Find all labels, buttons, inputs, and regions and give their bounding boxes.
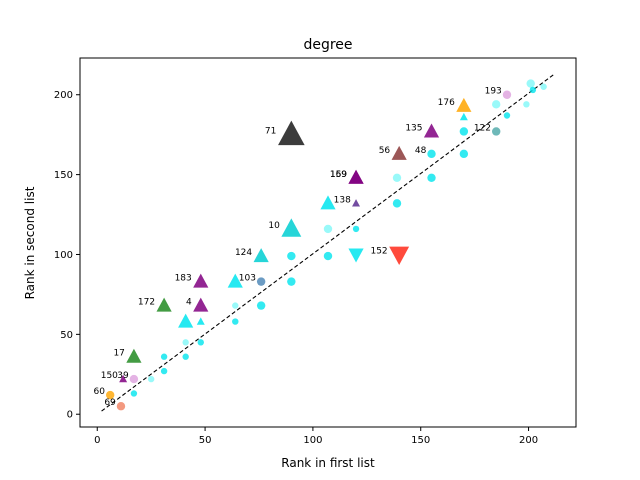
data-point-44 — [392, 173, 402, 183]
data-point-25 — [178, 313, 194, 328]
data-point-60 — [105, 390, 115, 400]
data-point-24 — [227, 273, 243, 288]
point-label-10: 10 — [268, 221, 280, 231]
data-point-172 — [156, 297, 172, 312]
data-point-138 — [352, 199, 361, 207]
data-point-10 — [281, 218, 302, 237]
data-point-26 — [196, 317, 205, 325]
data-point-50 — [523, 101, 530, 108]
y-tick-label: 100 — [54, 250, 73, 261]
diagonal-reference-line — [101, 73, 555, 412]
x-tick-label: 150 — [411, 435, 430, 446]
data-point-52 — [540, 83, 547, 90]
point-label-17: 17 — [113, 349, 124, 359]
point-label-138: 138 — [334, 195, 351, 205]
point-label-159: 159 — [330, 170, 347, 180]
point-label-193: 193 — [485, 87, 502, 97]
x-axis: 0 50 100 150 200 — [94, 427, 538, 446]
point-label-172: 172 — [138, 298, 155, 308]
data-point-34 — [232, 302, 239, 309]
y-tick-label: 50 — [60, 330, 73, 341]
data-point-48 — [427, 149, 436, 159]
data-point-22 — [348, 248, 364, 263]
x-tick-label: 0 — [94, 435, 100, 446]
data-point-183 — [193, 273, 209, 288]
data-point-29 — [323, 251, 333, 261]
data-point-40 — [147, 375, 155, 383]
data-point-4 — [193, 297, 209, 312]
point-label-48: 48 — [415, 146, 427, 156]
x-tick-label: 200 — [519, 435, 538, 446]
point-label-103: 103 — [239, 274, 256, 284]
data-point-36 — [182, 353, 189, 360]
y-axis: 0 50 100 150 200 — [54, 90, 80, 421]
chart-title: degree — [303, 37, 352, 53]
data-point-49 — [503, 112, 511, 119]
data-point-124 — [253, 248, 269, 263]
data-point-135 — [423, 123, 440, 138]
data-point-38 — [160, 353, 168, 360]
point-label-183: 183 — [175, 274, 192, 284]
data-point-41 — [130, 390, 138, 397]
y-tick-label: 150 — [54, 170, 73, 181]
point-label-169: 169 — [330, 170, 347, 180]
point-label-135: 135 — [405, 123, 422, 133]
plot-frame — [79, 57, 577, 428]
data-point-71 — [278, 120, 305, 146]
point-label-39: 39 — [117, 371, 129, 381]
data-point-46 — [459, 149, 469, 159]
data-point-193 — [502, 90, 512, 99]
data-point-150 — [119, 374, 128, 383]
x-axis-label: Rank in first list — [281, 456, 375, 470]
data-point-47 — [459, 127, 469, 136]
data-point-51 — [526, 79, 535, 88]
point-label-4: 4 — [186, 298, 192, 308]
point-label-150: 150 — [101, 371, 118, 381]
data-point-69 — [116, 402, 126, 411]
data-point-152 — [389, 246, 410, 265]
y-tick-label: 200 — [54, 90, 73, 101]
data-point-122 — [492, 127, 501, 136]
data-point-32 — [256, 301, 266, 310]
data-point-28 — [323, 224, 333, 234]
x-tick-label: 50 — [199, 435, 212, 446]
point-label-152: 152 — [370, 246, 387, 256]
point-label-56: 56 — [379, 146, 391, 156]
data-point-39 — [129, 374, 139, 384]
point-label-60: 60 — [94, 387, 106, 397]
data-point-56 — [391, 145, 407, 160]
data-point-39 — [160, 367, 168, 375]
data-point-176 — [456, 97, 472, 112]
data-point-42 — [352, 225, 360, 233]
data-point-45 — [427, 173, 436, 183]
y-tick-label: 0 — [67, 410, 73, 421]
point-label-124: 124 — [235, 248, 252, 258]
plot-area — [101, 73, 555, 412]
point-label-176: 176 — [438, 98, 455, 108]
data-point-43 — [392, 199, 402, 208]
data-point-169 — [348, 169, 364, 184]
x-tick-label: 100 — [303, 435, 322, 446]
data-point-33 — [232, 318, 239, 325]
data-point-23 — [320, 195, 336, 210]
data-point-17 — [126, 348, 142, 363]
point-label-122: 122 — [474, 123, 491, 133]
point-label-71: 71 — [265, 127, 276, 137]
data-point-48 — [492, 100, 501, 109]
data-point-103 — [256, 277, 266, 286]
data-point-53 — [529, 86, 537, 94]
y-axis-label: Rank in second list — [23, 186, 37, 299]
data-point-31 — [287, 277, 296, 286]
data-point-30 — [287, 251, 296, 261]
data-point-35 — [197, 339, 204, 346]
data-point-37 — [182, 339, 189, 346]
data-point-27 — [459, 112, 468, 121]
point-label-69: 69 — [104, 398, 116, 408]
